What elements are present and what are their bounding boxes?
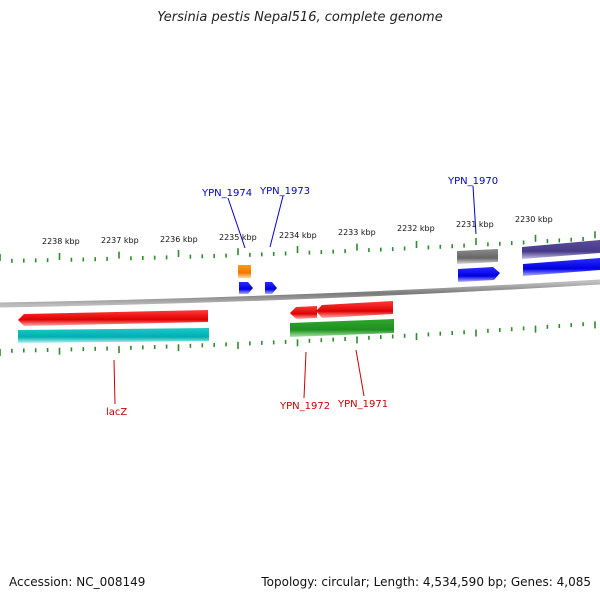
gene-feature-green xyxy=(290,319,394,337)
leader-line-ypn-1974 xyxy=(227,197,246,249)
gene-label-lacz[interactable]: lacZ xyxy=(106,407,127,418)
leader-line-lacz xyxy=(113,359,116,405)
gene-label-ypn-1972[interactable]: YPN_1972 xyxy=(279,401,330,412)
gene-feature-blue-right xyxy=(523,258,600,276)
gene-label-ypn-1974[interactable]: YPN_1974 xyxy=(201,188,252,199)
forward-labels: YPN_1974 YPN_1973 YPN_1970 xyxy=(201,176,498,249)
scale-label: 2233 kbp xyxy=(338,228,376,237)
scale-label: 2235 kbp xyxy=(219,233,257,242)
scale-label: 2238 kbp xyxy=(42,237,80,246)
gene-feature-cyan xyxy=(18,328,209,343)
gene-feature-purple xyxy=(522,240,600,259)
gene-feature-ypn-1973 xyxy=(265,282,277,294)
upper-tick-marks xyxy=(0,231,596,263)
gene-label-ypn-1970[interactable]: YPN_1970 xyxy=(447,176,498,187)
scale-label: 2236 kbp xyxy=(160,235,198,244)
leader-line-ypn-1973 xyxy=(269,195,284,248)
reverse-labels: lacZ YPN_1972 YPN_1971 xyxy=(106,349,388,418)
scale-label: 2230 kbp xyxy=(515,215,553,224)
leader-line-ypn-1971 xyxy=(355,349,365,397)
gene-label-ypn-1973[interactable]: YPN_1973 xyxy=(259,186,310,197)
gene-feature-lacz xyxy=(18,310,208,326)
map-title: Yersinia pestis Nepal516, complete genom… xyxy=(157,10,443,25)
gene-feature-ypn-1970 xyxy=(458,267,500,282)
leader-line-ypn-1972 xyxy=(303,351,307,399)
scale-label: 2237 kbp xyxy=(101,236,139,245)
genome-backbone xyxy=(0,279,600,308)
genome-summary-text: Topology: circular; Length: 4,534,590 bp… xyxy=(261,575,591,589)
forward-features xyxy=(238,240,600,294)
scale-label: 2232 kbp xyxy=(397,224,435,233)
gene-feature-ypn-1970-rna xyxy=(457,249,498,264)
gene-label-ypn-1971[interactable]: YPN_1971 xyxy=(337,399,388,410)
reverse-features xyxy=(18,301,394,343)
leader-line-ypn-1970 xyxy=(472,185,477,235)
gene-feature-ypn-1972 xyxy=(290,306,317,319)
scale-label: 2234 kbp xyxy=(279,231,317,240)
scale-label: 2231 kbp xyxy=(456,220,494,229)
gene-feature-ypn-1971 xyxy=(316,301,393,318)
accession-text: Accession: NC_008149 xyxy=(9,575,146,589)
lower-tick-marks xyxy=(0,321,596,356)
gene-feature-ypn-1974 xyxy=(239,282,253,294)
gene-feature-ypn-1974-rna xyxy=(238,265,251,278)
